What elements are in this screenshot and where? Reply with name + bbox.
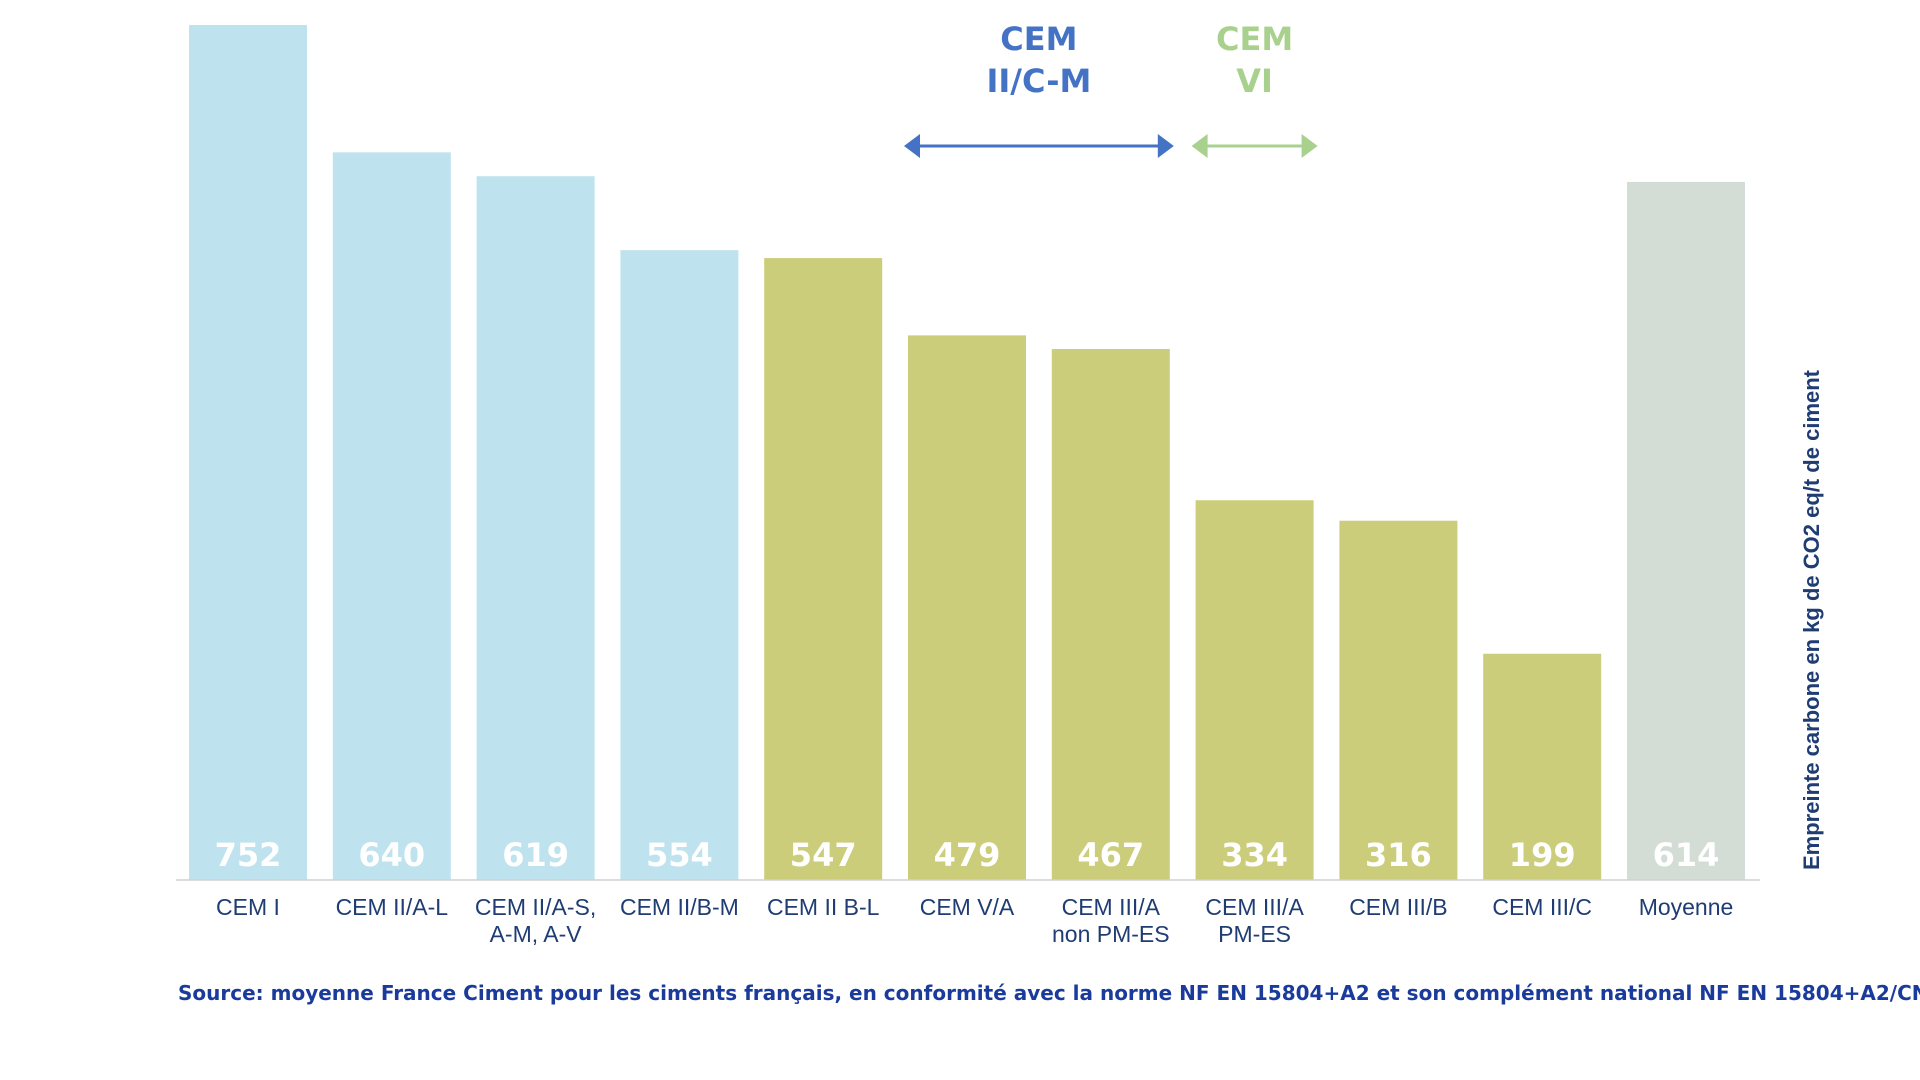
bar-value-label: 199 — [1509, 836, 1576, 874]
arrow-head-left — [904, 134, 920, 158]
bar — [476, 176, 595, 881]
bar-value-label: 614 — [1653, 836, 1720, 874]
bar — [908, 335, 1026, 880]
arrow-head-left — [1191, 134, 1208, 158]
bar — [189, 25, 307, 880]
arrow-head-right — [1157, 134, 1174, 158]
bar-value-label: 316 — [1365, 836, 1432, 874]
x-tick-label: CEM V/A — [919, 894, 1015, 920]
bars-group — [189, 25, 1745, 881]
x-tick-label: CEM III/B — [1349, 894, 1448, 920]
y-axis-label: Empreinte carbone en kg de CO2 eq/t de c… — [1799, 369, 1824, 871]
x-tick-label: CEM III/C — [1492, 894, 1593, 920]
annotation-arrows — [904, 134, 1318, 158]
bar-value-label: 640 — [358, 836, 425, 874]
bar-value-label: 467 — [1077, 836, 1144, 874]
bar-value-label: 752 — [215, 836, 282, 874]
bar — [1627, 181, 1745, 880]
bar-value-label: 547 — [790, 836, 857, 874]
source-note: Source: moyenne France Ciment pour les c… — [178, 981, 1920, 1005]
x-tick-label: Moyenne — [1638, 894, 1734, 920]
x-tick-label: CEM II/A-S, A-M, A-V — [474, 894, 597, 947]
x-tick-label: CEM II/B-M — [619, 894, 739, 920]
x-tick-label: CEM I — [216, 894, 280, 920]
value-labels-group: 752 640 619 554 547 479 467 334 316 199 614 — [215, 836, 1720, 874]
bar-value-label: 619 — [502, 836, 569, 874]
bar-value-label: 334 — [1221, 836, 1288, 874]
bar — [1483, 653, 1602, 880]
annotation-label: CEM II/C-M — [986, 20, 1092, 100]
bar-value-label: 554 — [646, 836, 713, 874]
arrow-head-right — [1301, 134, 1318, 158]
x-tick-label: CEM III/A PM-ES — [1205, 894, 1304, 947]
x-tick-label: CEM II/A-L — [335, 894, 449, 920]
bar — [1051, 349, 1170, 881]
x-tick-label: CEM III/A non PM-ES — [1051, 894, 1170, 947]
bar-value-label: 479 — [934, 836, 1001, 874]
bar — [1195, 500, 1314, 880]
annotation-label: CEM VI — [1216, 20, 1294, 100]
bar — [764, 258, 883, 880]
bar — [1339, 520, 1458, 880]
bar — [620, 250, 739, 880]
bar — [332, 152, 451, 880]
x-tick-label: CEM II B-L — [766, 894, 880, 920]
